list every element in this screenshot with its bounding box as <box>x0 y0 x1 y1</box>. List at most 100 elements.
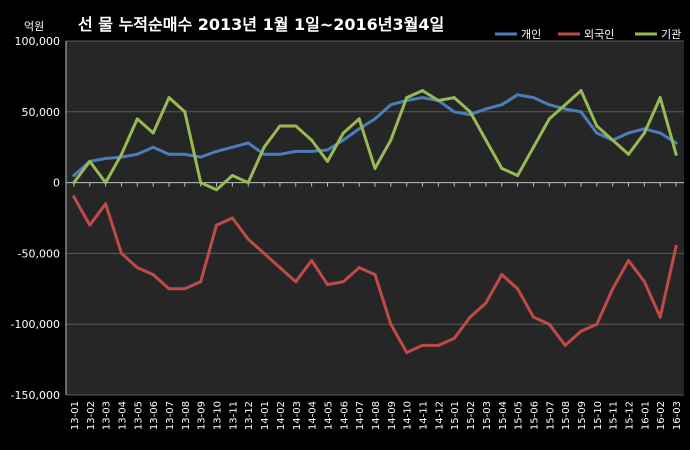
legend-label: 외국인 <box>584 28 614 41</box>
data-point <box>104 157 108 161</box>
unit-label: 억원 <box>24 20 44 33</box>
data-point <box>325 148 329 152</box>
legend-label: 기관 <box>661 28 681 41</box>
data-point <box>135 152 139 156</box>
data-point <box>310 258 314 262</box>
data-point <box>167 96 171 100</box>
data-point <box>468 315 472 319</box>
x-tick-label: 14-10 <box>403 401 414 430</box>
data-point <box>167 152 171 156</box>
data-point <box>627 131 631 135</box>
data-point <box>579 110 583 114</box>
x-tick-label: 15-10 <box>593 401 604 430</box>
series-lines <box>72 89 678 355</box>
data-point <box>373 117 377 121</box>
data-point <box>484 107 488 111</box>
x-tick-label: 16-01 <box>640 401 651 430</box>
data-point <box>547 117 551 121</box>
y-axis: 100,000 50,000 0 -50,000 -100,000 -150,000 <box>11 35 67 402</box>
data-point <box>151 145 155 149</box>
x-tick-label: 14-11 <box>419 401 430 430</box>
data-point <box>167 287 171 291</box>
data-point <box>230 174 234 178</box>
data-point <box>611 287 615 291</box>
x-tick-label: 14-01 <box>260 401 271 430</box>
data-point <box>452 336 456 340</box>
data-point <box>373 166 377 170</box>
data-point <box>246 237 250 241</box>
data-point <box>500 273 504 277</box>
x-tick-label: 13-10 <box>213 401 224 430</box>
data-point <box>262 152 266 156</box>
data-point <box>294 280 298 284</box>
data-point <box>674 152 678 156</box>
data-point <box>516 174 520 178</box>
x-tick-label: 13-07 <box>165 401 176 430</box>
data-point <box>484 301 488 305</box>
data-point <box>595 124 599 128</box>
x-tick-label: 14-09 <box>387 401 398 430</box>
data-point <box>294 124 298 128</box>
y-tick-label: 100,000 <box>15 35 61 48</box>
data-point <box>151 273 155 277</box>
x-tick-label: 13-04 <box>117 401 128 430</box>
data-point <box>357 127 361 131</box>
data-point <box>215 149 219 153</box>
data-point <box>595 322 599 326</box>
data-point <box>658 96 662 100</box>
x-tick-label: 13-12 <box>244 401 255 430</box>
data-point <box>531 96 535 100</box>
data-point <box>341 138 345 142</box>
data-point <box>405 351 409 355</box>
data-point <box>436 343 440 347</box>
data-point <box>642 280 646 284</box>
x-tick-label: 15-04 <box>498 401 509 430</box>
data-point <box>246 181 250 185</box>
data-point <box>579 89 583 93</box>
data-point <box>373 273 377 277</box>
data-point <box>246 141 250 145</box>
x-tick-label: 15-07 <box>545 401 556 430</box>
data-point <box>310 149 314 153</box>
data-point <box>88 159 92 163</box>
data-point <box>88 223 92 227</box>
data-point <box>563 103 567 107</box>
data-point <box>516 93 520 97</box>
data-point <box>183 287 187 291</box>
data-point <box>325 159 329 163</box>
y-tick-label: 0 <box>53 177 60 190</box>
x-tick-label: 15-09 <box>577 401 588 430</box>
data-point <box>230 145 234 149</box>
data-point <box>531 145 535 149</box>
x-tick-label: 16-02 <box>656 401 667 430</box>
y-tick-label: -100,000 <box>11 318 60 331</box>
data-point <box>389 138 393 142</box>
x-tick-label: 13-01 <box>70 401 81 430</box>
data-point <box>658 131 662 135</box>
x-tick-label: 14-08 <box>371 401 382 430</box>
x-tick-label: 13-08 <box>181 401 192 430</box>
data-point <box>341 280 345 284</box>
data-point <box>278 266 282 270</box>
x-axis: 13-01 13-02 13-03 13-04 13-05 13-06 13-07 13-08… <box>70 182 683 430</box>
data-point <box>421 89 425 93</box>
data-point <box>72 181 76 185</box>
data-point <box>230 216 234 220</box>
x-tick-label: 15-08 <box>561 401 572 430</box>
data-point <box>262 145 266 149</box>
data-point <box>104 202 108 206</box>
x-tick-label: 14-12 <box>434 401 445 430</box>
data-point <box>389 322 393 326</box>
x-tick-label: 15-06 <box>529 401 540 430</box>
data-point <box>104 181 108 185</box>
data-point <box>357 266 361 270</box>
x-tick-label: 13-06 <box>149 401 160 430</box>
x-tick-label: 15-05 <box>514 401 525 430</box>
data-point <box>135 266 139 270</box>
x-tick-label: 14-07 <box>355 401 366 430</box>
data-point <box>294 149 298 153</box>
data-point <box>563 107 567 111</box>
data-point <box>119 152 123 156</box>
data-point <box>341 131 345 135</box>
